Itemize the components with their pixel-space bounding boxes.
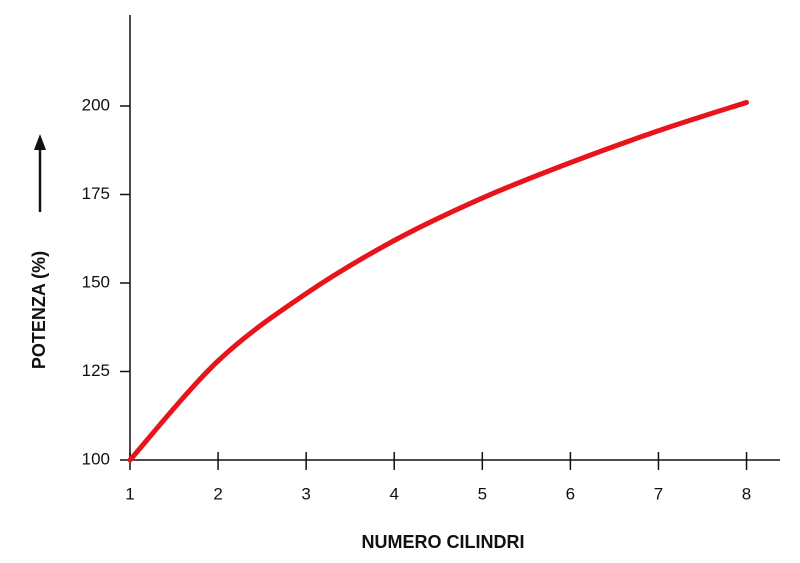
y-tick-label: 125	[82, 361, 110, 380]
x-tick-label: 4	[389, 484, 398, 503]
y-tick-label: 100	[82, 449, 110, 468]
x-axis-label: NUMERO CILINDRI	[362, 532, 525, 552]
x-tick-label: 6	[566, 484, 575, 503]
line-series	[127, 99, 750, 463]
x-tick-label: 7	[654, 484, 663, 503]
y-axis-label: POTENZA (%)	[29, 251, 49, 369]
y-tick-label: 150	[82, 272, 110, 291]
x-tick-label: 5	[478, 484, 487, 503]
x-tick-label: 1	[125, 484, 134, 503]
x-tick-label: 2	[213, 484, 222, 503]
y-tick-label: 200	[82, 95, 110, 114]
x-tick-label: 3	[301, 484, 310, 503]
y-tick-label: 175	[82, 184, 110, 203]
x-tick-label: 8	[742, 484, 751, 503]
y-axis-arrowhead	[34, 134, 46, 150]
